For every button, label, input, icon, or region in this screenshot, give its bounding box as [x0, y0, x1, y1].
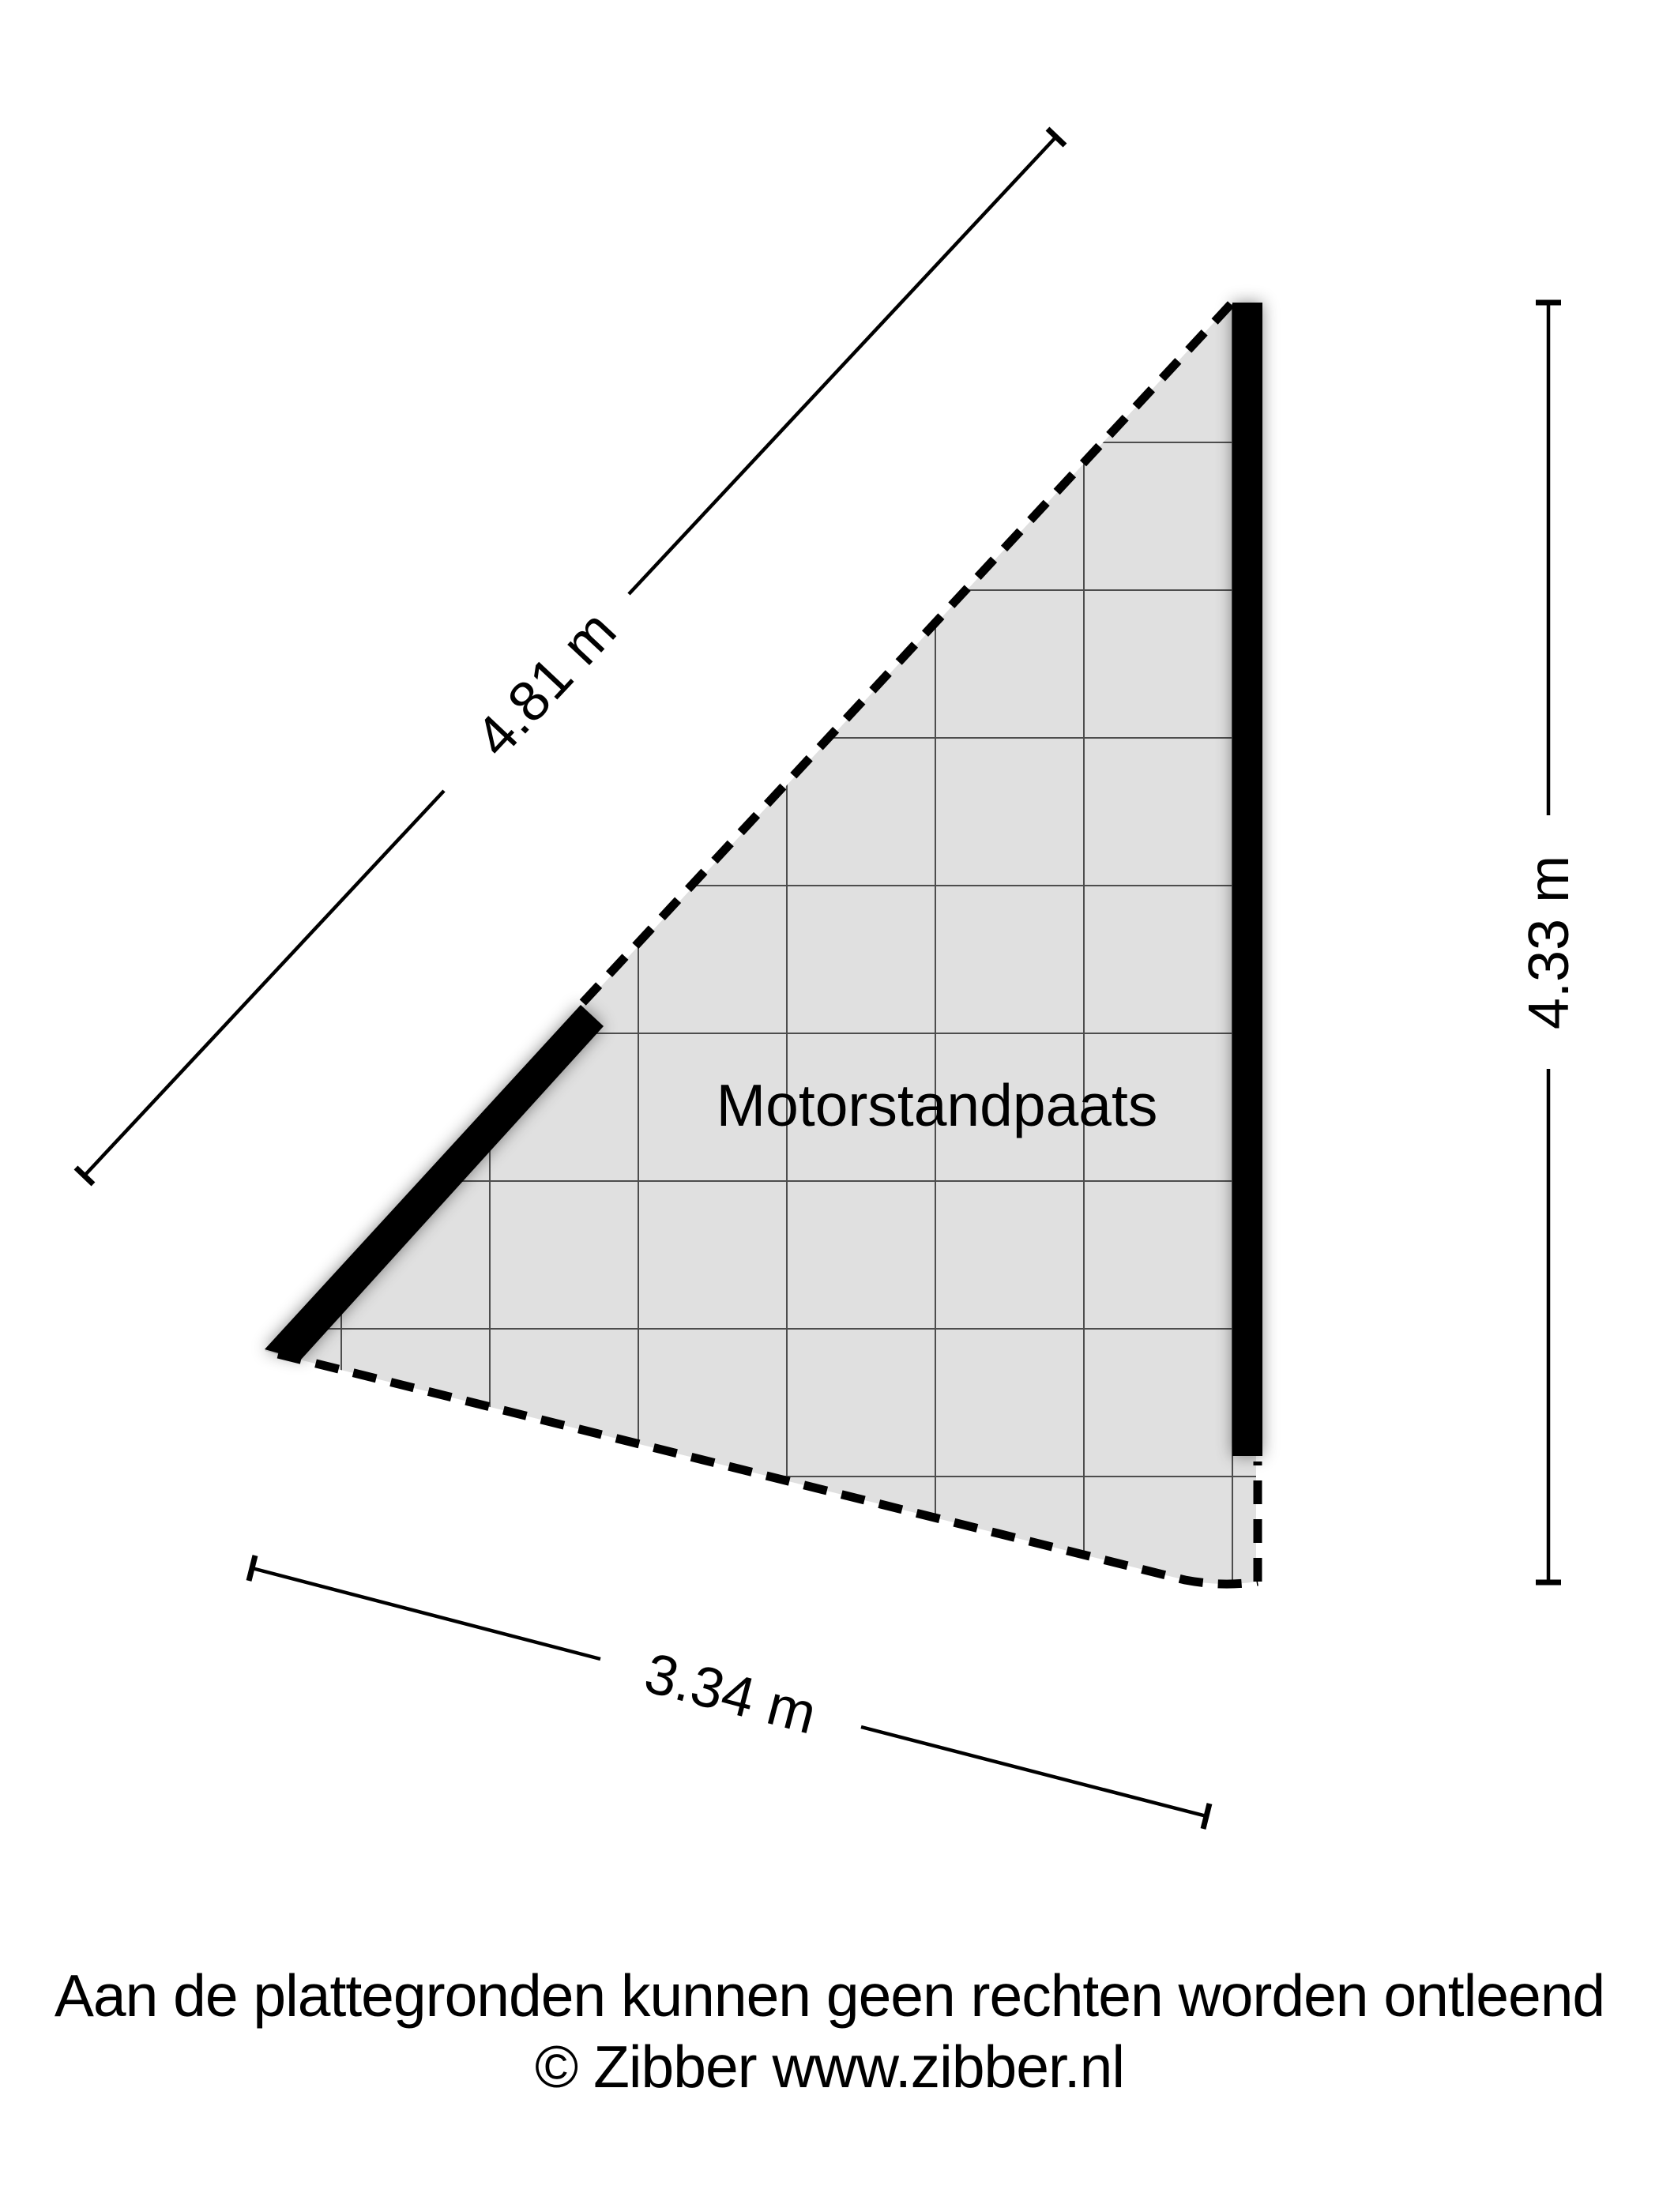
disclaimer-line1: Aan de plattegronden kunnen geen rechten… — [55, 1962, 1604, 2029]
wall-right — [1232, 303, 1262, 1456]
dashed-edges — [276, 301, 1262, 1589]
dimension-right — [1536, 299, 1561, 1586]
dimension-bottom — [246, 1555, 1213, 1830]
room-area — [265, 304, 1256, 1585]
dimension-bottom-label: 3.34 m — [638, 1642, 822, 1747]
walls — [265, 303, 1262, 1456]
wall-diagonal — [265, 1005, 604, 1360]
dimension-diagonal — [73, 126, 1067, 1187]
dimension-right-label: 4.33 m — [1518, 856, 1581, 1029]
edge-dashed-diagonal — [577, 301, 1235, 1008]
dimension-diagonal-label: 4.81 m — [463, 599, 628, 769]
edge-dashed-bottom — [276, 1349, 1258, 1589]
room-label: Motorstandpaats — [717, 1072, 1158, 1138]
disclaimer-line2: © Zibber www.zibber.nl — [535, 2033, 1124, 2100]
